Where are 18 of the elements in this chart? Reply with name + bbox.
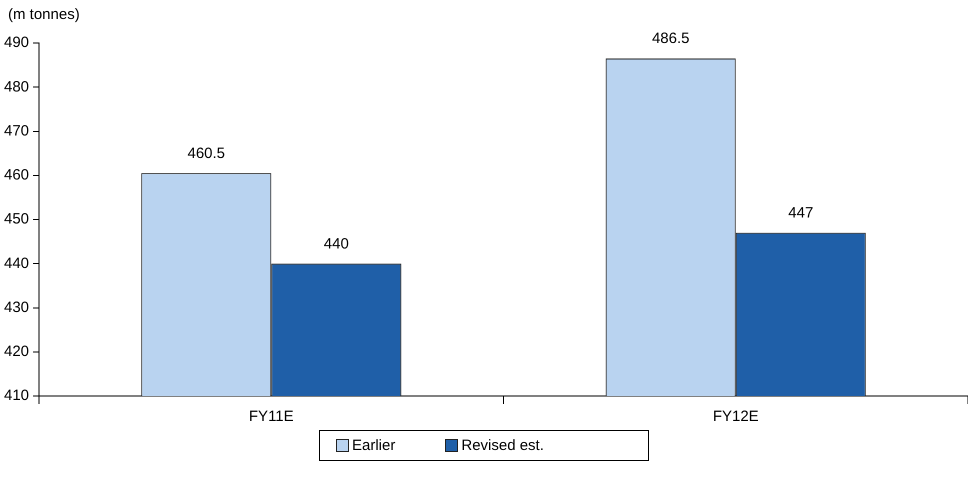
y-axis-title: (m tonnes) bbox=[7, 5, 81, 25]
data-label: 440 bbox=[324, 235, 349, 252]
y-tick-label: 450 bbox=[4, 210, 30, 228]
data-label: 447 bbox=[788, 204, 814, 222]
y-tick-label: 460 bbox=[4, 166, 30, 184]
legend-label: Revised est. bbox=[461, 437, 544, 454]
y-tick-label: 410 bbox=[4, 387, 30, 404]
x-tick-label: FY12E bbox=[712, 408, 759, 426]
y-tick-label: 490 bbox=[4, 34, 30, 52]
data-label: 460.5 bbox=[187, 144, 226, 162]
y-tick-label: 430 bbox=[4, 298, 30, 316]
y-tick-label: 470 bbox=[4, 122, 30, 140]
y-tick-label: 440 bbox=[4, 254, 30, 272]
y-tick-label: 420 bbox=[4, 343, 30, 360]
data-label: 486.5 bbox=[652, 30, 690, 48]
x-tick-label: FY11E bbox=[248, 408, 294, 426]
legend-label: Earlier bbox=[352, 437, 396, 454]
y-tick-label: 480 bbox=[4, 78, 30, 96]
